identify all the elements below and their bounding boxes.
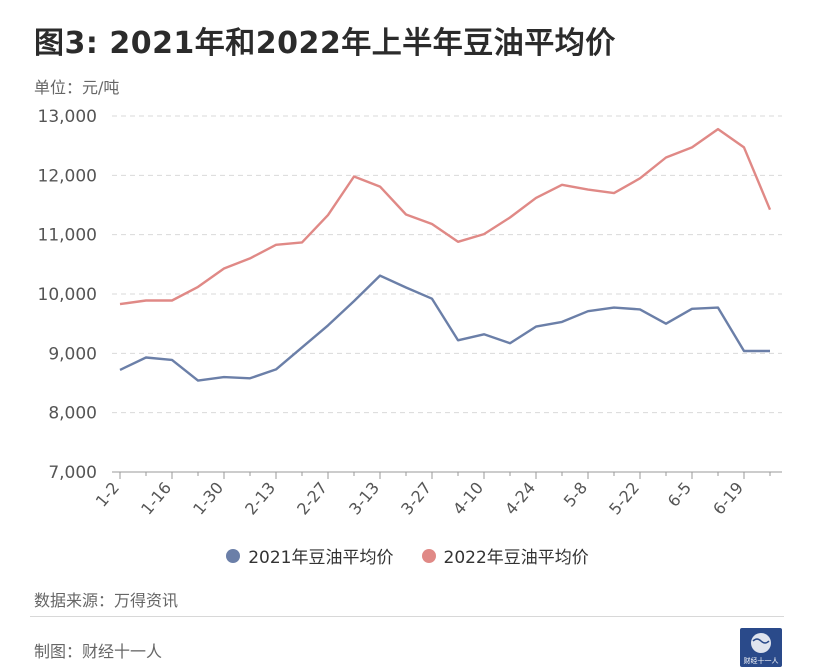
axis-layer bbox=[112, 471, 782, 479]
label-layer: 7,000 8,000 9,000 10,000 11,000 12,000 13,000 1… bbox=[38, 107, 748, 518]
footer-divider bbox=[30, 616, 784, 617]
x-tick-label: 1-2 bbox=[92, 478, 123, 510]
legend-label-2022: 2022年豆油平均价 bbox=[443, 548, 589, 568]
chart-maker: 制图：财经十一人 bbox=[34, 642, 163, 661]
x-tick-label: 4-24 bbox=[501, 478, 539, 518]
unit-label: 单位：元/吨 bbox=[34, 78, 120, 97]
x-tick-label: 5-8 bbox=[560, 478, 591, 510]
data-source: 数据来源：万得资讯 bbox=[34, 591, 179, 610]
y-tick-label: 8,000 bbox=[48, 404, 97, 424]
x-tick-label: 2-27 bbox=[293, 478, 331, 518]
series-line-2021 bbox=[119, 274, 770, 382]
y-tick-label: 7,000 bbox=[48, 463, 97, 483]
legend-item-2021: 2021年豆油平均价 bbox=[226, 543, 394, 568]
chart-title: 图3: 2021年和2022年上半年豆油平均价 bbox=[34, 26, 616, 61]
line-chart: 7,000 8,000 9,000 10,000 11,000 12,000 13,000 1… bbox=[38, 107, 782, 518]
x-tick-label: 1-16 bbox=[137, 478, 175, 518]
legend-label-2021: 2021年豆油平均价 bbox=[248, 548, 394, 568]
y-tick-label: 13,000 bbox=[38, 107, 97, 127]
legend-marker-2021 bbox=[226, 548, 241, 563]
y-tick-label: 11,000 bbox=[38, 226, 97, 246]
logo-text: 财经十一人 bbox=[743, 657, 779, 665]
x-tick-label: 1-30 bbox=[189, 478, 227, 518]
series-layer bbox=[119, 127, 772, 382]
legend-marker-2022 bbox=[421, 548, 436, 563]
grid-layer bbox=[112, 115, 782, 414]
series-line-2022 bbox=[119, 127, 772, 306]
legend: 2021年豆油平均价 2022年豆油平均价 bbox=[0, 543, 815, 568]
x-tick-label: 6-19 bbox=[709, 478, 747, 518]
x-tick-label: 5-22 bbox=[605, 478, 643, 518]
y-tick-label: 10,000 bbox=[38, 285, 97, 305]
x-tick-label: 4-10 bbox=[449, 478, 487, 518]
x-tick-label: 6-5 bbox=[664, 478, 695, 510]
brand-logo: 财经十一人 bbox=[740, 628, 782, 667]
x-tick-label: 3-13 bbox=[345, 478, 383, 518]
y-tick-label: 9,000 bbox=[48, 344, 97, 364]
x-tick-label: 3-27 bbox=[397, 478, 435, 518]
y-tick-label: 12,000 bbox=[38, 166, 97, 186]
globe-icon bbox=[751, 633, 771, 653]
legend-item-2022: 2022年豆油平均价 bbox=[421, 543, 589, 568]
x-tick-label: 2-13 bbox=[241, 478, 279, 518]
